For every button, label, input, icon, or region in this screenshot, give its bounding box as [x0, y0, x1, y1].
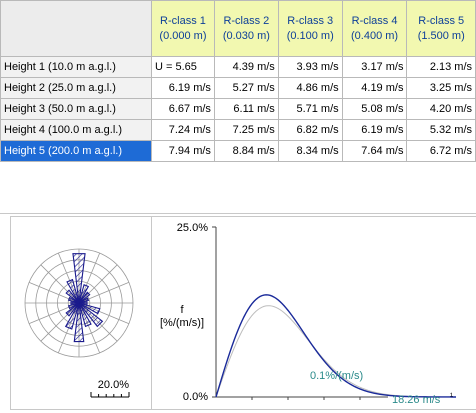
frequency-distribution-panel: 25.0% 0.0% f [%/(m/s)] 0.1%/(m/s) 18.26 …	[151, 216, 476, 410]
table-row[interactable]: Height 1 (10.0 m a.g.l.) U = 5.65 4.39 m…	[0, 56, 476, 78]
table-cell[interactable]: 4.20 m/s	[406, 98, 476, 120]
rose-sectors	[64, 253, 104, 343]
column-header-r-class-3[interactable]: R-class 3 (0.100 m)	[277, 0, 343, 57]
row-header-height-3[interactable]: Height 3 (50.0 m a.g.l.)	[0, 98, 152, 120]
table-row[interactable]: Height 3 (50.0 m a.g.l.) 6.67 m/s 6.11 m…	[0, 98, 476, 120]
table-cell[interactable]: 6.19 m/s	[151, 77, 215, 99]
table-cell[interactable]: 3.25 m/s	[406, 77, 476, 99]
row-header-height-1[interactable]: Height 1 (10.0 m a.g.l.)	[0, 56, 152, 78]
rose-sector	[78, 302, 101, 315]
frequency-distribution-chart: 25.0% 0.0% f [%/(m/s)] 0.1%/(m/s) 18.26 …	[160, 222, 456, 406]
table-cell[interactable]: 7.94 m/s	[151, 140, 215, 162]
table-row[interactable]: Height 2 (25.0 m a.g.l.) 6.19 m/s 5.27 m…	[0, 77, 476, 99]
reference-distribution-curve	[215, 305, 456, 398]
column-header-r-class-1[interactable]: R-class 1 (0.000 m)	[151, 0, 215, 57]
table-cell[interactable]: 8.84 m/s	[213, 140, 279, 162]
wind-rose-panel: 20.0%	[10, 216, 152, 410]
rose-sector	[78, 284, 90, 304]
rose-sector	[67, 296, 80, 304]
charts-area: 20.0% 25.0% 0.0% f [%/(m/s)] 0.1%/(m/s) …	[0, 213, 476, 413]
table-cell[interactable]: 3.93 m/s	[277, 56, 343, 78]
row-header-height-2[interactable]: Height 2 (25.0 m a.g.l.)	[0, 77, 152, 99]
column-header-r-class-2[interactable]: R-class 2 (0.030 m)	[213, 0, 279, 57]
rose-sector	[65, 289, 80, 304]
axes	[212, 226, 388, 400]
table-cell[interactable]: 5.32 m/s	[406, 119, 476, 141]
y-axis-max-label: 25.0%	[177, 222, 208, 234]
column-header-r-class-5[interactable]: R-class 5 (1.500 m)	[406, 0, 476, 57]
rose-sector	[66, 278, 80, 304]
table-cell[interactable]: 6.82 m/s	[277, 119, 343, 141]
table-row-selected[interactable]: Height 5 (200.0 m a.g.l.) 7.94 m/s 8.84 …	[0, 140, 476, 162]
y-axis-label-unit: [%/(m/s)]	[160, 317, 204, 329]
y-axis-min-label: 0.0%	[183, 391, 208, 403]
table-cell[interactable]: 8.34 m/s	[277, 140, 343, 162]
table-cell[interactable]: 7.24 m/s	[151, 119, 215, 141]
rose-sector	[72, 253, 86, 304]
table-cell[interactable]: 2.13 m/s	[406, 56, 476, 78]
rose-sector	[78, 297, 90, 304]
table-cell[interactable]: 6.72 m/s	[406, 140, 476, 162]
y-axis-label-symbol: f	[180, 304, 184, 316]
rose-sector	[78, 291, 91, 304]
table-cell[interactable]: 4.86 m/s	[277, 77, 343, 99]
frequency-distribution-curve	[215, 294, 456, 398]
table-cell[interactable]: 6.19 m/s	[341, 119, 408, 141]
rose-sector	[78, 302, 92, 328]
table-cell[interactable]: 7.64 m/s	[341, 140, 408, 162]
table-cell[interactable]: 7.25 m/s	[213, 119, 279, 141]
table-cell[interactable]: 4.19 m/s	[341, 77, 408, 99]
rose-sector	[65, 302, 80, 317]
table-cell[interactable]: U = 5.65	[151, 56, 215, 78]
rose-sector	[78, 301, 88, 305]
table-cell[interactable]: 5.08 m/s	[341, 98, 408, 120]
table-cell[interactable]: 5.27 m/s	[213, 77, 279, 99]
threshold-annotation: 0.1%/(m/s)	[310, 370, 363, 382]
table-cell[interactable]: 6.11 m/s	[213, 98, 279, 120]
row-header-height-4[interactable]: Height 4 (100.0 m a.g.l.)	[0, 119, 152, 141]
table-row[interactable]: Height 4 (100.0 m a.g.l.) 7.24 m/s 7.25 …	[0, 119, 476, 141]
row-header-height-5[interactable]: Height 5 (200.0 m a.g.l.)	[0, 140, 152, 162]
wind-profile-table: R-class 1 (0.000 m) R-class 2 (0.030 m) R-…	[0, 0, 476, 162]
wind-profile-table-panel: R-class 1 (0.000 m) R-class 2 (0.030 m) R-…	[0, 0, 476, 162]
header-row: R-class 1 (0.000 m) R-class 2 (0.030 m) R-…	[0, 0, 476, 57]
mean-wind-speed-marker: ¹	[450, 391, 453, 401]
table-cell[interactable]: 3.17 m/s	[341, 56, 408, 78]
table-cell[interactable]: 4.39 m/s	[213, 56, 279, 78]
rose-sector	[73, 302, 85, 343]
column-header-r-class-4[interactable]: R-class 4 (0.400 m)	[341, 0, 408, 57]
rose-sector	[78, 302, 104, 328]
corner-cell	[0, 0, 152, 57]
rose-sector	[64, 302, 80, 330]
rose-scale-bar	[90, 392, 130, 398]
mean-wind-speed-label: 18.26 m/s	[392, 394, 441, 406]
rose-sector	[70, 301, 80, 305]
wind-rose-chart: 20.0%	[24, 248, 134, 398]
rose-sector	[67, 302, 80, 310]
table-cell[interactable]: 5.71 m/s	[277, 98, 343, 120]
rose-scale-label: 20.0%	[98, 379, 129, 391]
table-cell[interactable]: 6.67 m/s	[151, 98, 215, 120]
